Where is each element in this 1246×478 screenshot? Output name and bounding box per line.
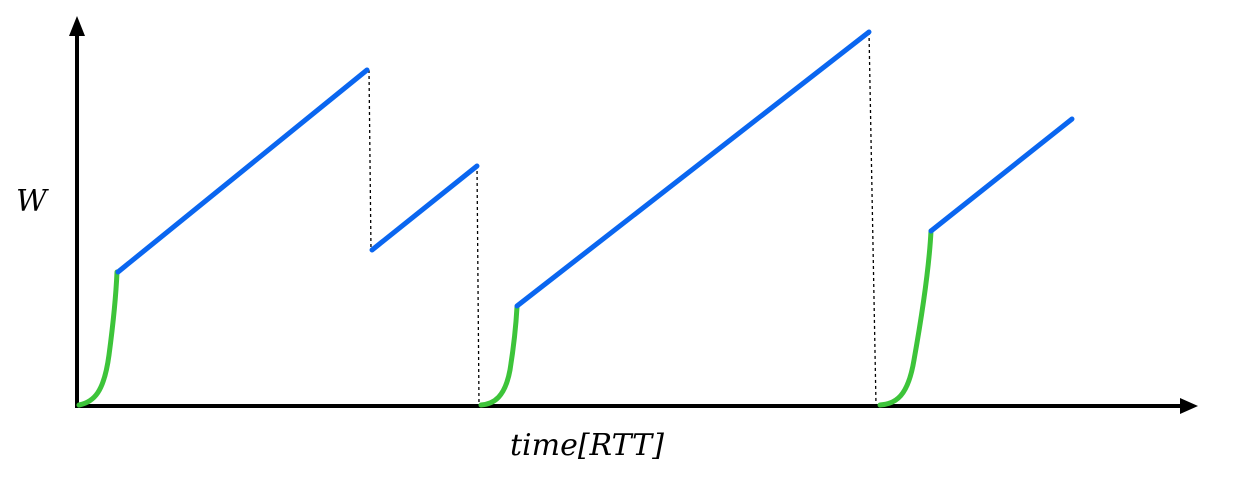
axes — [69, 16, 1198, 414]
drop-markers — [368, 31, 877, 406]
y-axis-arrowhead — [69, 16, 85, 36]
timeout-drop-marker-2 — [868, 31, 877, 406]
congestion-avoidance-line-4 — [928, 116, 1075, 234]
slow-start-curve-2 — [478, 304, 520, 408]
slow-start-curve-3 — [877, 228, 934, 408]
y-axis-label: W — [16, 184, 49, 219]
congestion-avoidance-line-1 — [115, 67, 370, 275]
slow-start-curves — [76, 228, 934, 408]
timeout-drop-marker-1 — [476, 164, 480, 406]
slow-start-curve-1 — [76, 269, 120, 408]
x-axis-label: time[RTT] — [510, 428, 664, 463]
congestion-avoidance-lines — [115, 29, 1075, 309]
x-axis-arrowhead — [1180, 398, 1198, 414]
congestion-avoidance-line-2 — [369, 163, 480, 253]
congestion-avoidance-line-3 — [514, 29, 872, 309]
loss-drop-marker-1 — [368, 69, 372, 252]
